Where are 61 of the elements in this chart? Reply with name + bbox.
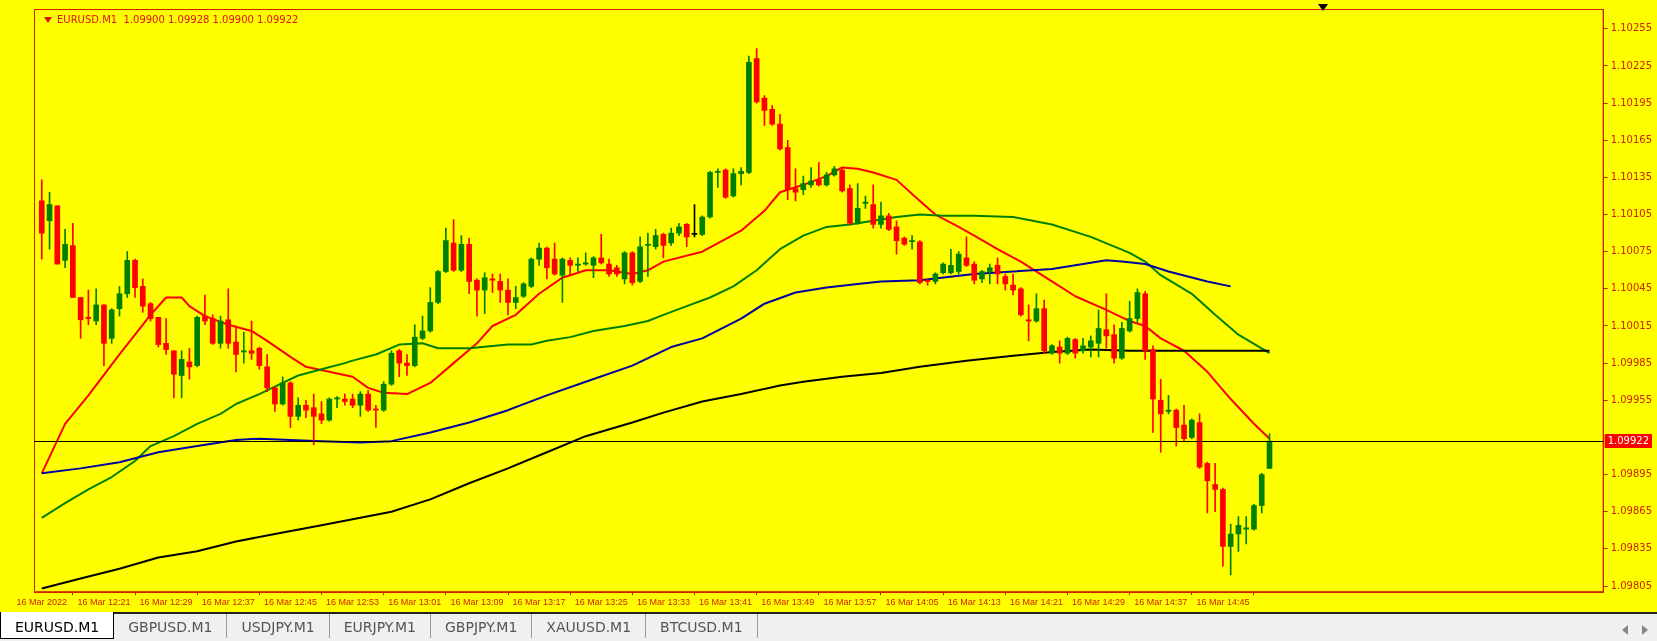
candlestick xyxy=(341,393,348,406)
text: USDJPY.M1 xyxy=(227,614,330,638)
x-tick-label: 16 Mar 14:37 xyxy=(1134,597,1188,608)
x-tick-label: 16 Mar 12:29 xyxy=(139,597,193,608)
y-tick-label: 1.10105 xyxy=(1610,208,1653,220)
x-tick-label: 16 Mar 14:13 xyxy=(947,597,1001,608)
y-tick-label: 1.10135 xyxy=(1610,170,1653,182)
y-tick-label: 1.09835 xyxy=(1610,542,1653,554)
x-tick-label: 16 Mar 13:09 xyxy=(450,597,504,608)
x-tick-label: 16 Mar 13:41 xyxy=(699,597,753,608)
x-tick-label: 16 Mar 2022 xyxy=(16,597,68,608)
text: GBPUSD.M1 xyxy=(114,614,228,638)
candlestick xyxy=(808,167,814,188)
x-tick-label: 16 Mar 13:25 xyxy=(574,597,628,608)
y-tick-label: 1.09985 xyxy=(1610,356,1653,368)
candlestick xyxy=(738,167,744,186)
candlestick xyxy=(404,354,410,376)
candlestick xyxy=(310,393,317,446)
y-tick-label: 1.10075 xyxy=(1610,245,1653,257)
ref-line-label: 1.09922 xyxy=(1607,434,1650,446)
candlestick xyxy=(1243,516,1250,545)
candlestick xyxy=(1157,378,1164,453)
y-tick-label: 1.10195 xyxy=(1610,96,1653,108)
y-tick-label: 1.10165 xyxy=(1610,133,1653,145)
candlestick xyxy=(909,235,915,250)
x-tick-label: 16 Mar 14:21 xyxy=(1009,597,1063,608)
x-tick-label: 16 Mar 13:49 xyxy=(761,597,815,608)
candlestick xyxy=(240,331,247,364)
candlestick xyxy=(334,396,340,409)
text: EURJPY.M1 xyxy=(329,614,432,638)
candlestick xyxy=(373,404,379,428)
candlestick xyxy=(714,168,721,188)
y-tick-label: 1.10225 xyxy=(1610,59,1653,71)
text: EURUSD.M1 1.09900 1.09928 1.09900 1.09922 xyxy=(57,14,299,25)
x-tick-label: 16 Mar 12:45 xyxy=(263,597,317,608)
x-tick-label: 16 Mar 14:29 xyxy=(1072,597,1126,608)
x-tick-label: 16 Mar 14:45 xyxy=(1196,597,1250,608)
x-tick-label: 16 Mar 12:21 xyxy=(77,597,131,608)
candlestick xyxy=(575,257,581,272)
y-tick-label: 1.10015 xyxy=(1610,319,1653,331)
x-tick-label: 16 Mar 13:17 xyxy=(512,597,566,608)
y-tick-label: 1.09955 xyxy=(1610,393,1653,405)
candlestick xyxy=(163,318,169,355)
x-tick-label: 16 Mar 12:53 xyxy=(326,597,380,608)
candlestick xyxy=(1212,463,1218,513)
y-tick-label: 1.09805 xyxy=(1610,579,1653,591)
x-tick-label: 16 Mar 13:01 xyxy=(388,597,442,608)
x-tick-label: 16 Mar 13:57 xyxy=(823,597,877,608)
x-tick-label: 16 Mar 13:33 xyxy=(636,597,690,608)
y-tick-label: 1.09895 xyxy=(1610,468,1653,480)
y-tick-label: 1.09865 xyxy=(1610,505,1653,517)
text: BTCUSD.M1 xyxy=(646,614,758,638)
candlestick xyxy=(598,234,605,265)
text: GBPJPY.M1 xyxy=(431,614,533,638)
text: XAUUSD.M1 xyxy=(532,614,647,638)
candlestick xyxy=(202,294,208,326)
y-tick-label: 1.10255 xyxy=(1610,22,1653,34)
x-tick-label: 16 Mar 12:37 xyxy=(201,597,255,608)
y-tick-label: 1.10045 xyxy=(1610,282,1653,294)
x-tick-label: 16 Mar 14:05 xyxy=(885,597,939,608)
candlestick xyxy=(645,232,651,277)
